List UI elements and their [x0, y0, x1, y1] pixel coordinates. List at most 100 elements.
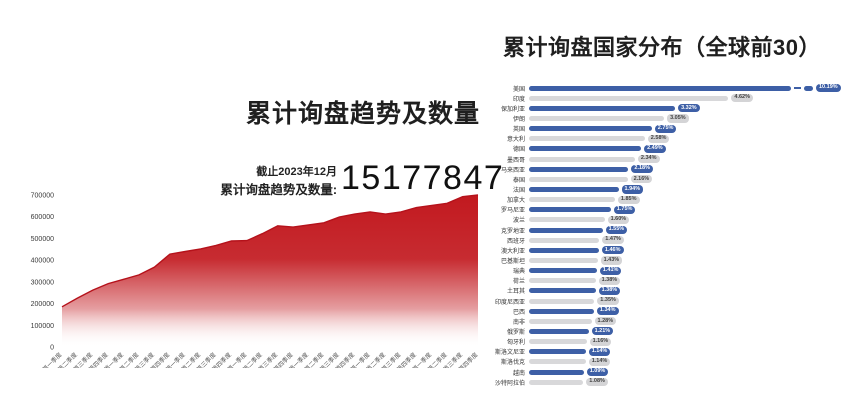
bar	[529, 186, 619, 192]
y-tick-label: 500000	[31, 236, 54, 243]
country-label: 克罗地亚	[500, 228, 525, 235]
country-label: 印度	[512, 96, 525, 103]
bar-row: 南非 1.28%	[468, 316, 852, 326]
value-badge: 1.60%	[607, 215, 630, 224]
bar	[529, 288, 596, 294]
area-fill	[62, 195, 478, 347]
bar	[529, 105, 676, 111]
bar-row: 罗马尼亚 1.75%	[468, 205, 852, 215]
value-badge: 2.34%	[637, 155, 660, 164]
bar	[529, 166, 629, 172]
bar-row: 墨西哥 2.34%	[468, 154, 852, 164]
bar-row: 德国 2.49%	[468, 144, 852, 154]
bar-row: 英国 2.75%	[468, 124, 852, 134]
value-badge: 10.19%	[816, 84, 841, 93]
country-label: 保加利亚	[500, 106, 525, 113]
country-label: 马来西亚	[500, 167, 525, 174]
y-tick-label: 600000	[31, 214, 54, 221]
country-label: 瑞典	[512, 269, 525, 276]
value-badge: 1.94%	[621, 185, 644, 194]
cumulative-trend-area-chart: 0 100000 200000 300000 400000 500000 600000 700…	[27, 193, 479, 369]
country-distribution-bar-chart: 美国 10.19% 印度 4.62% 保加利亚 3.32% 伊朗 3.05% 英国 2.75% 意大…	[468, 83, 852, 387]
bar-end-segment	[804, 85, 813, 91]
bar-row: 意大利 2.58%	[468, 134, 852, 144]
bar-row: 瑞典 1.41%	[468, 266, 852, 276]
country-label: 加拿大	[506, 198, 525, 205]
country-label: 西班牙	[506, 238, 525, 245]
value-badge: 2.49%	[644, 144, 666, 153]
left-chart-title: 累计询盘趋势及数量	[245, 100, 480, 128]
value-badge: 1.41%	[599, 266, 622, 275]
value-badge: 1.55%	[605, 225, 628, 235]
bar	[529, 227, 603, 233]
country-label: 俄罗斯	[506, 329, 525, 336]
value-badge: 2.18%	[631, 165, 653, 174]
value-badge: 1.43%	[600, 256, 623, 265]
bar	[529, 278, 596, 284]
value-badge: 3.05%	[667, 114, 689, 123]
country-label: 印度尼西亚	[494, 299, 525, 306]
bar-row: 马来西亚 2.18%	[468, 164, 852, 174]
bar	[529, 115, 665, 121]
country-label: 法国	[512, 187, 525, 194]
country-label: 斯洛伐克	[500, 360, 525, 367]
bar	[529, 237, 600, 243]
bar-row: 印度 4.62%	[468, 93, 852, 103]
y-tick-label: 200000	[31, 301, 54, 308]
country-label: 斯洛文尼亚	[494, 350, 525, 357]
value-badge: 1.46%	[601, 246, 624, 255]
country-label: 泰国	[512, 177, 525, 184]
bar-row: 巴基斯坦 1.43%	[468, 255, 852, 265]
bar-row: 印度尼西亚 1.35%	[468, 296, 852, 306]
country-label: 英国	[512, 127, 525, 134]
bar	[529, 318, 592, 324]
bar	[529, 298, 595, 304]
value-badge: 1.09%	[586, 367, 609, 377]
country-label: 南非	[512, 319, 525, 326]
country-label: 巴基斯坦	[500, 258, 525, 265]
value-badge: 1.28%	[594, 317, 617, 326]
value-badge: 1.85%	[617, 195, 640, 204]
bar-row: 法国 1.94%	[468, 184, 852, 194]
x-tick-label: 2017年第一季度	[27, 351, 63, 368]
bar	[529, 146, 642, 152]
value-badge: 2.75%	[654, 124, 677, 133]
value-badge: 1.16%	[589, 337, 612, 346]
bar-row: 斯洛伐克 1.14%	[468, 357, 852, 367]
y-tick-label: 100000	[31, 323, 54, 330]
country-label: 土耳其	[506, 289, 525, 296]
bar-row: 加拿大 1.85%	[468, 195, 852, 205]
bar	[529, 339, 587, 345]
total-inquiries-value: 15177847	[341, 159, 505, 197]
y-tick-label: 700000	[31, 193, 54, 200]
value-badge: 1.34%	[596, 307, 619, 316]
country-label: 墨西哥	[506, 157, 525, 164]
bar	[529, 217, 605, 223]
value-badge: 1.38%	[598, 276, 621, 285]
bar-row: 西班牙 1.47%	[468, 235, 852, 245]
value-badge: 1.47%	[602, 236, 624, 245]
bar	[529, 268, 597, 274]
bar-row: 巴西 1.34%	[468, 306, 852, 316]
value-badge: 2.16%	[630, 175, 653, 184]
country-label: 意大利	[506, 137, 525, 144]
bar	[529, 136, 645, 142]
value-badge: 1.75%	[613, 205, 636, 214]
value-badge: 1.14%	[588, 357, 611, 366]
y-tick-label: 0	[50, 345, 54, 352]
value-badge: 1.14%	[588, 347, 611, 356]
bar-row: 斯洛文尼亚 1.14%	[468, 347, 852, 357]
bar-row: 波兰 1.60%	[468, 215, 852, 225]
bar-row: 土耳其 1.38%	[468, 286, 852, 296]
y-tick-label: 300000	[31, 279, 54, 286]
bar-row: 沙特阿拉伯 1.08%	[468, 377, 852, 387]
value-badge: 1.08%	[586, 378, 608, 387]
country-label: 伊朗	[512, 116, 525, 123]
y-tick-label: 400000	[31, 258, 54, 265]
bar-row: 泰国 2.16%	[468, 174, 852, 184]
country-label: 澳大利亚	[500, 248, 525, 255]
country-label: 德国	[512, 147, 525, 154]
bar	[529, 359, 586, 365]
bar	[529, 176, 628, 182]
